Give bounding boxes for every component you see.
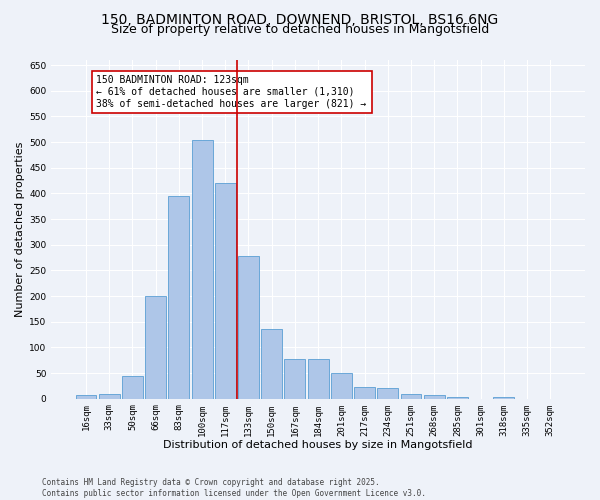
Text: Contains HM Land Registry data © Crown copyright and database right 2025.
Contai: Contains HM Land Registry data © Crown c… bbox=[42, 478, 426, 498]
Y-axis label: Number of detached properties: Number of detached properties bbox=[15, 142, 25, 317]
Bar bbox=[284, 358, 305, 399]
Bar bbox=[215, 183, 236, 398]
Text: 150, BADMINTON ROAD, DOWNEND, BRISTOL, BS16 6NG: 150, BADMINTON ROAD, DOWNEND, BRISTOL, B… bbox=[101, 12, 499, 26]
Bar bbox=[331, 373, 352, 398]
Bar bbox=[308, 358, 329, 399]
Bar bbox=[169, 196, 189, 398]
Bar bbox=[99, 394, 119, 398]
Bar bbox=[401, 394, 421, 398]
Bar bbox=[122, 376, 143, 398]
Bar bbox=[377, 388, 398, 398]
Bar bbox=[76, 395, 97, 398]
Bar bbox=[145, 296, 166, 398]
Text: Size of property relative to detached houses in Mangotsfield: Size of property relative to detached ho… bbox=[111, 24, 489, 36]
Text: 150 BADMINTON ROAD: 123sqm
← 61% of detached houses are smaller (1,310)
38% of s: 150 BADMINTON ROAD: 123sqm ← 61% of deta… bbox=[97, 76, 367, 108]
Bar bbox=[354, 388, 375, 398]
Bar bbox=[493, 397, 514, 398]
Bar bbox=[238, 256, 259, 398]
Bar bbox=[424, 395, 445, 398]
Bar bbox=[261, 330, 282, 398]
X-axis label: Distribution of detached houses by size in Mangotsfield: Distribution of detached houses by size … bbox=[163, 440, 473, 450]
Bar bbox=[447, 397, 468, 398]
Bar bbox=[191, 140, 212, 398]
